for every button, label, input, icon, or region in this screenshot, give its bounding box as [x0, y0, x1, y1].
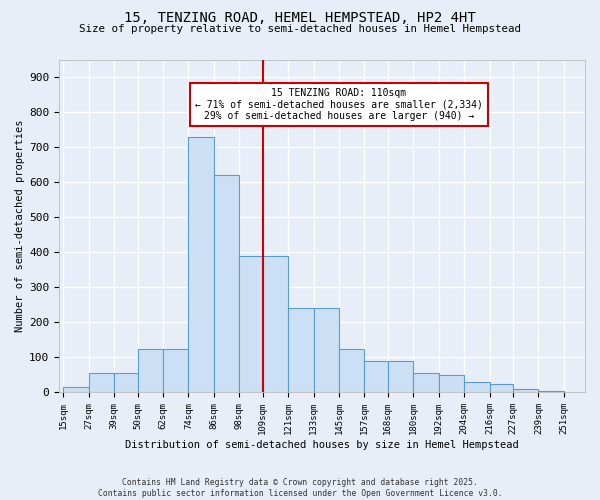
X-axis label: Distribution of semi-detached houses by size in Hemel Hempstead: Distribution of semi-detached houses by … [125, 440, 519, 450]
Bar [263, 256, 288, 392]
Bar [388, 361, 413, 392]
Bar [314, 308, 339, 392]
Bar [137, 348, 163, 393]
Bar [239, 256, 263, 392]
Bar [538, 390, 564, 392]
Text: 15, TENZING ROAD, HEMEL HEMPSTEAD, HP2 4HT: 15, TENZING ROAD, HEMEL HEMPSTEAD, HP2 4… [124, 11, 476, 25]
Bar [364, 361, 388, 392]
Bar [163, 348, 188, 393]
Bar [339, 348, 364, 393]
Bar [114, 373, 137, 392]
Text: 15 TENZING ROAD: 110sqm
← 71% of semi-detached houses are smaller (2,334)
29% of: 15 TENZING ROAD: 110sqm ← 71% of semi-de… [195, 88, 483, 121]
Bar [439, 375, 464, 392]
Text: Size of property relative to semi-detached houses in Hemel Hempstead: Size of property relative to semi-detach… [79, 24, 521, 34]
Bar [413, 373, 439, 392]
Bar [188, 137, 214, 392]
Bar [513, 389, 538, 392]
Bar [64, 387, 89, 392]
Bar [89, 373, 114, 392]
Bar [288, 308, 314, 392]
Y-axis label: Number of semi-detached properties: Number of semi-detached properties [15, 120, 25, 332]
Bar [464, 382, 490, 392]
Bar [214, 176, 239, 392]
Bar [490, 384, 513, 392]
Text: Contains HM Land Registry data © Crown copyright and database right 2025.
Contai: Contains HM Land Registry data © Crown c… [98, 478, 502, 498]
